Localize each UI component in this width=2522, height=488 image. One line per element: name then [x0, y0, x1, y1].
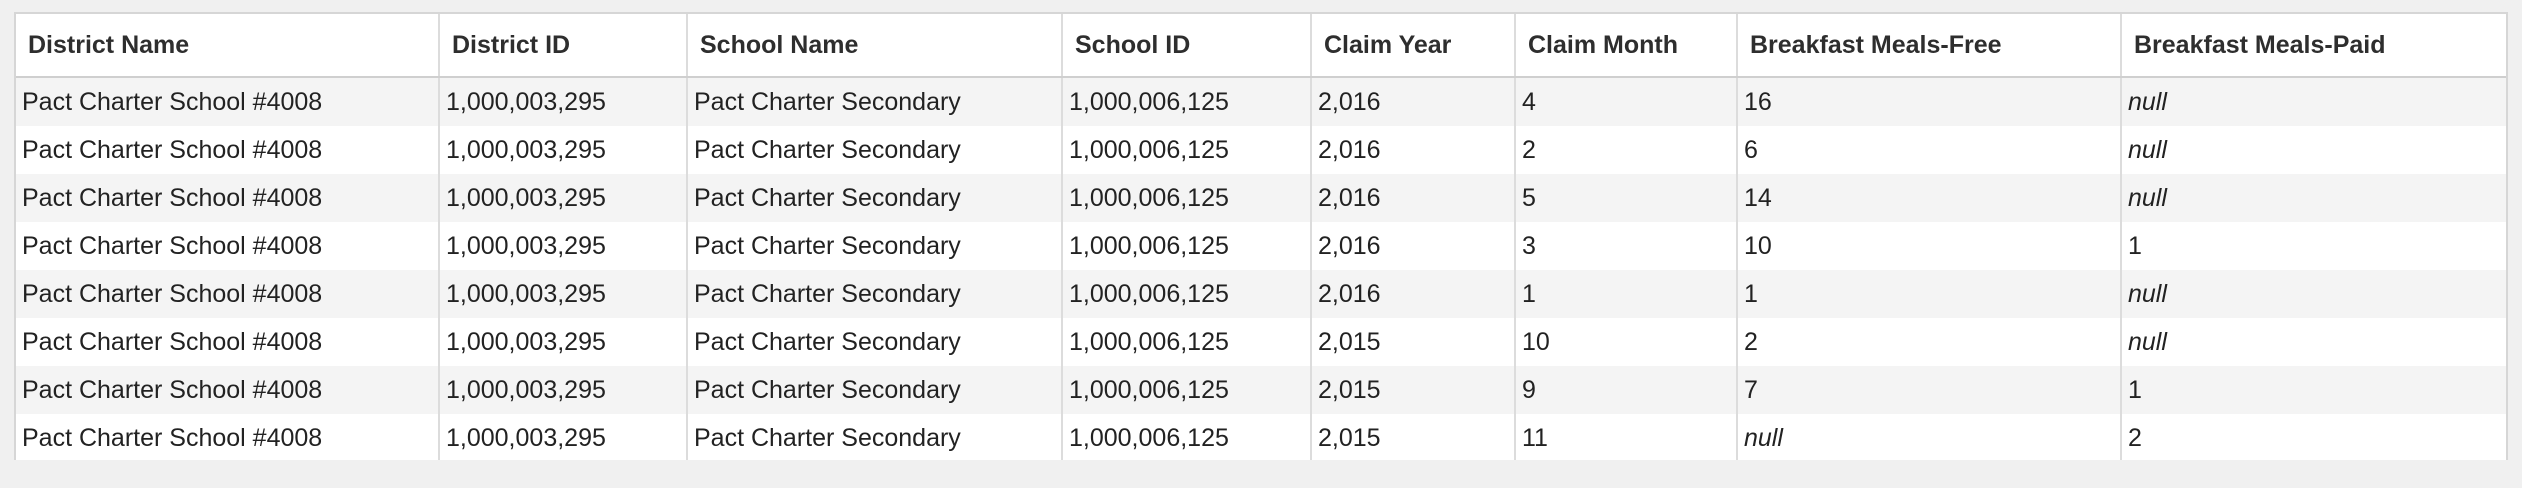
column-header-claim-month[interactable]: Claim Month [1515, 14, 1738, 78]
cell-claim-year[interactable]: 2,016 [1311, 126, 1516, 174]
table-row[interactable]: Pact Charter School #4008 1,000,003,295 Pa… [16, 222, 2506, 270]
table-row[interactable]: Pact Charter School #4008 1,000,003,295 Pa… [16, 318, 2506, 366]
cell-school-name[interactable]: Pact Charter Secondary [687, 366, 1063, 414]
cell-school-name[interactable]: Pact Charter Secondary [687, 414, 1063, 462]
table-row[interactable]: Pact Charter School #4008 1,000,003,295 Pa… [16, 270, 2506, 318]
cell-claim-month[interactable]: 9 [1515, 366, 1738, 414]
table-body: Pact Charter School #4008 1,000,003,295 Pa… [16, 77, 2506, 462]
cell-claim-month[interactable]: 11 [1515, 414, 1738, 462]
cell-school-id[interactable]: 1,000,006,125 [1062, 222, 1312, 270]
cell-district-id[interactable]: 1,000,003,295 [439, 126, 688, 174]
table-header-row: District Name District ID School Name Sc… [16, 14, 2506, 78]
cell-breakfast-meals-paid[interactable]: null [2121, 270, 2506, 318]
cell-breakfast-meals-paid[interactable]: 1 [2121, 366, 2506, 414]
cell-district-name[interactable]: Pact Charter School #4008 [16, 77, 440, 126]
cell-claim-year[interactable]: 2,016 [1311, 222, 1516, 270]
cell-district-name[interactable]: Pact Charter School #4008 [16, 366, 440, 414]
cell-breakfast-meals-free[interactable]: 7 [1737, 366, 2122, 414]
cell-school-name[interactable]: Pact Charter Secondary [687, 126, 1063, 174]
data-table-container: District Name District ID School Name Sc… [14, 12, 2508, 464]
cell-breakfast-meals-free[interactable]: 6 [1737, 126, 2122, 174]
table-row[interactable]: Pact Charter School #4008 1,000,003,295 Pa… [16, 126, 2506, 174]
table-row[interactable]: Pact Charter School #4008 1,000,003,295 Pa… [16, 77, 2506, 126]
cell-claim-year[interactable]: 2,016 [1311, 77, 1516, 126]
cell-breakfast-meals-free[interactable]: 14 [1737, 174, 2122, 222]
cell-school-id[interactable]: 1,000,006,125 [1062, 414, 1312, 462]
cell-school-name[interactable]: Pact Charter Secondary [687, 77, 1063, 126]
cell-school-id[interactable]: 1,000,006,125 [1062, 318, 1312, 366]
table-row[interactable]: Pact Charter School #4008 1,000,003,295 Pa… [16, 414, 2506, 462]
cell-school-id[interactable]: 1,000,006,125 [1062, 126, 1312, 174]
cell-school-id[interactable]: 1,000,006,125 [1062, 366, 1312, 414]
cell-school-id[interactable]: 1,000,006,125 [1062, 77, 1312, 126]
column-header-district-name[interactable]: District Name [16, 14, 440, 78]
grid-footer-area [14, 460, 2508, 488]
cell-district-id[interactable]: 1,000,003,295 [439, 318, 688, 366]
cell-claim-year[interactable]: 2,015 [1311, 366, 1516, 414]
cell-claim-month[interactable]: 1 [1515, 270, 1738, 318]
cell-breakfast-meals-free[interactable]: 10 [1737, 222, 2122, 270]
cell-district-name[interactable]: Pact Charter School #4008 [16, 222, 440, 270]
table-row[interactable]: Pact Charter School #4008 1,000,003,295 Pa… [16, 174, 2506, 222]
cell-district-id[interactable]: 1,000,003,295 [439, 414, 688, 462]
cell-claim-month[interactable]: 5 [1515, 174, 1738, 222]
cell-claim-year[interactable]: 2,015 [1311, 318, 1516, 366]
cell-breakfast-meals-paid[interactable]: null [2121, 174, 2506, 222]
cell-breakfast-meals-free[interactable]: 1 [1737, 270, 2122, 318]
cell-claim-year[interactable]: 2,015 [1311, 414, 1516, 462]
column-header-district-id[interactable]: District ID [439, 14, 688, 78]
cell-breakfast-meals-free[interactable]: 16 [1737, 77, 2122, 126]
column-header-school-id[interactable]: School ID [1062, 14, 1312, 78]
cell-breakfast-meals-paid[interactable]: null [2121, 77, 2506, 126]
cell-breakfast-meals-paid[interactable]: 1 [2121, 222, 2506, 270]
cell-breakfast-meals-paid[interactable]: 2 [2121, 414, 2506, 462]
cell-claim-year[interactable]: 2,016 [1311, 174, 1516, 222]
cell-district-id[interactable]: 1,000,003,295 [439, 222, 688, 270]
cell-claim-year[interactable]: 2,016 [1311, 270, 1516, 318]
cell-claim-month[interactable]: 4 [1515, 77, 1738, 126]
cell-claim-month[interactable]: 10 [1515, 318, 1738, 366]
column-header-breakfast-meals-paid[interactable]: Breakfast Meals-Paid [2121, 14, 2506, 78]
cell-breakfast-meals-paid[interactable]: null [2121, 126, 2506, 174]
cell-district-name[interactable]: Pact Charter School #4008 [16, 126, 440, 174]
cell-district-id[interactable]: 1,000,003,295 [439, 77, 688, 126]
cell-district-name[interactable]: Pact Charter School #4008 [16, 318, 440, 366]
cell-district-name[interactable]: Pact Charter School #4008 [16, 414, 440, 462]
column-header-school-name[interactable]: School Name [687, 14, 1063, 78]
table-row[interactable]: Pact Charter School #4008 1,000,003,295 Pa… [16, 366, 2506, 414]
cell-school-id[interactable]: 1,000,006,125 [1062, 270, 1312, 318]
cell-district-id[interactable]: 1,000,003,295 [439, 270, 688, 318]
cell-district-name[interactable]: Pact Charter School #4008 [16, 270, 440, 318]
cell-breakfast-meals-free[interactable]: null [1737, 414, 2122, 462]
cell-district-id[interactable]: 1,000,003,295 [439, 366, 688, 414]
cell-school-id[interactable]: 1,000,006,125 [1062, 174, 1312, 222]
cell-claim-month[interactable]: 3 [1515, 222, 1738, 270]
cell-district-id[interactable]: 1,000,003,295 [439, 174, 688, 222]
cell-school-name[interactable]: Pact Charter Secondary [687, 270, 1063, 318]
cell-school-name[interactable]: Pact Charter Secondary [687, 174, 1063, 222]
cell-breakfast-meals-free[interactable]: 2 [1737, 318, 2122, 366]
cell-claim-month[interactable]: 2 [1515, 126, 1738, 174]
column-header-claim-year[interactable]: Claim Year [1311, 14, 1516, 78]
cell-school-name[interactable]: Pact Charter Secondary [687, 222, 1063, 270]
column-header-breakfast-meals-free[interactable]: Breakfast Meals-Free [1737, 14, 2122, 78]
cell-breakfast-meals-paid[interactable]: null [2121, 318, 2506, 366]
cell-school-name[interactable]: Pact Charter Secondary [687, 318, 1063, 366]
cell-district-name[interactable]: Pact Charter School #4008 [16, 174, 440, 222]
data-table: District Name District ID School Name Sc… [16, 14, 2506, 462]
